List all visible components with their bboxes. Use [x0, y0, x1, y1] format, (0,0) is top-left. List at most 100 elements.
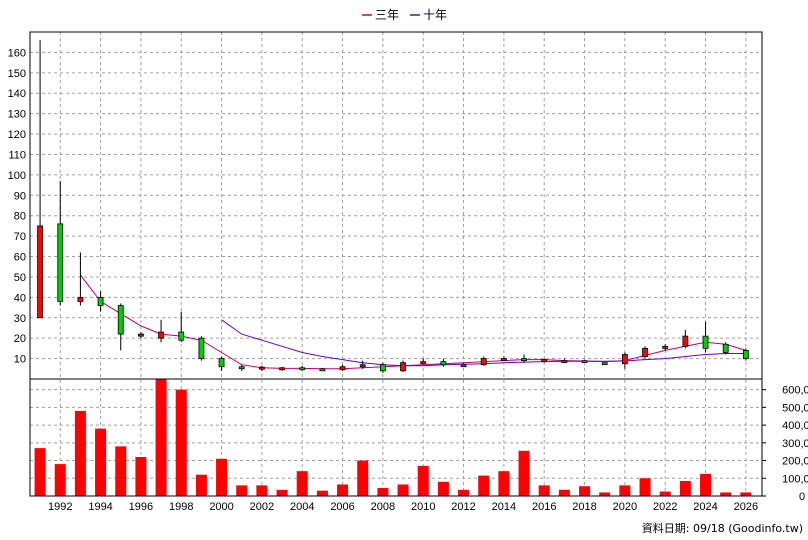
candle-body [480, 358, 487, 366]
candle-body [581, 360, 588, 364]
volume-bar [95, 428, 107, 496]
volume-bar [700, 473, 712, 496]
year-tick-label: 2010 [411, 501, 435, 513]
volume-bar [518, 450, 530, 496]
volume-bar [256, 485, 268, 496]
price-tick-label: 110 [8, 149, 26, 161]
candle-body [460, 364, 467, 368]
candle-body [117, 305, 124, 335]
price-tick-label: 130 [8, 109, 26, 121]
candle-body [379, 364, 386, 372]
candle-body [400, 362, 406, 372]
price-axis: 10 20 30 40 50 60 70 80 90 100 110 120 130 140 150 160 [8, 47, 26, 365]
price-tick-label: 30 [14, 313, 26, 325]
price-tick-label: 160 [8, 47, 26, 59]
year-tick-label: 2012 [451, 501, 475, 513]
volume-axis: 0 100,000 200,000 300,000 400,000 500,000 600,… [762, 385, 808, 503]
year-tick-label: 2004 [290, 501, 314, 513]
price-tick-label: 60 [14, 252, 26, 264]
candle-body [259, 366, 265, 370]
volume-bar [115, 446, 127, 496]
data-date-caption: 資料日期: 09/18 (Goodinfo.tw) [642, 521, 803, 535]
volume-bar [155, 379, 167, 496]
plot-frame [29, 31, 763, 497]
volume-bar [316, 490, 328, 496]
price-tick-label: 40 [14, 292, 26, 304]
volume-bar [478, 475, 490, 496]
volume-bar [679, 480, 691, 496]
candle-body [561, 360, 568, 364]
year-tick-label: 2024 [693, 501, 717, 513]
year-tick-label: 2022 [653, 501, 677, 513]
volume-bar [579, 486, 591, 496]
legend-label-3yr: 三年 [375, 8, 399, 22]
price-candles [37, 40, 749, 373]
year-tick-label: 1998 [169, 501, 193, 513]
volume-bar [599, 492, 611, 496]
price-tick-label: 120 [8, 129, 26, 141]
price-tick-label: 70 [14, 231, 26, 243]
volume-bar [236, 485, 248, 496]
volume-tick-label: 600,000 [782, 385, 808, 397]
volume-tick-label: 500,000 [782, 402, 808, 414]
candle-body [642, 347, 648, 357]
candle-body [500, 358, 507, 361]
candle-body [662, 345, 669, 349]
volume-bar [558, 489, 570, 496]
legend-label-10yr: 十年 [423, 8, 447, 22]
volume-bar [34, 448, 46, 496]
candle-body [339, 366, 346, 371]
candle-body [299, 367, 306, 371]
volume-bar [296, 471, 308, 496]
candle-body [359, 364, 366, 368]
price-tick-label: 90 [14, 190, 26, 202]
candle-body [37, 225, 43, 319]
candle-body [319, 368, 326, 372]
price-tick-label: 150 [8, 68, 26, 80]
volume-tick-label: 400,000 [782, 420, 808, 432]
candle-body [541, 359, 548, 363]
volume-bar [417, 465, 429, 496]
volume-bar [377, 488, 389, 496]
volume-bar [195, 474, 207, 496]
year-tick-label: 1994 [88, 501, 112, 513]
candle-body [158, 331, 164, 339]
year-tick-label: 2026 [734, 501, 758, 513]
grid [30, 32, 762, 496]
price-tick-label: 100 [8, 170, 26, 182]
year-tick-label: 2008 [371, 501, 395, 513]
candle-body [77, 296, 84, 302]
price-tick-label: 20 [14, 333, 26, 345]
year-axis: 1992 1994 1996 1998 2000 2002 2004 2006 2008 2010… [48, 501, 758, 513]
year-tick-label: 2016 [532, 501, 556, 513]
candle-body [57, 223, 64, 302]
price-tick-label: 50 [14, 272, 26, 284]
price-tick-label: 140 [8, 88, 26, 100]
year-tick-label: 2020 [613, 501, 637, 513]
volume-bar [397, 484, 409, 496]
candle-body [138, 333, 144, 337]
volume-bar [619, 485, 631, 496]
volume-bar [337, 484, 349, 496]
candle-body [198, 337, 205, 359]
volume-bar [458, 489, 470, 496]
volume-bar [216, 458, 228, 496]
year-tick-label: 2002 [250, 501, 274, 513]
volume-tick-label: 100,000 [782, 473, 808, 485]
candle-body [621, 354, 628, 365]
volume-bar [437, 481, 449, 496]
volume-tick-label: 300,000 [782, 438, 808, 450]
volume-bar [54, 464, 66, 496]
chart-legend: 三年 十年 [362, 8, 447, 22]
volume-bar [538, 485, 550, 496]
volume-tick-label: 0 [799, 491, 805, 503]
candle-body [97, 296, 104, 306]
candle-body [742, 350, 749, 359]
year-tick-label: 1996 [129, 501, 153, 513]
year-tick-label: 2000 [209, 501, 233, 513]
volume-bar [740, 492, 752, 496]
candle-body [601, 362, 608, 366]
year-tick-label: 2006 [330, 501, 354, 513]
volume-tick-label: 200,000 [782, 456, 808, 468]
candle-body [440, 361, 447, 366]
